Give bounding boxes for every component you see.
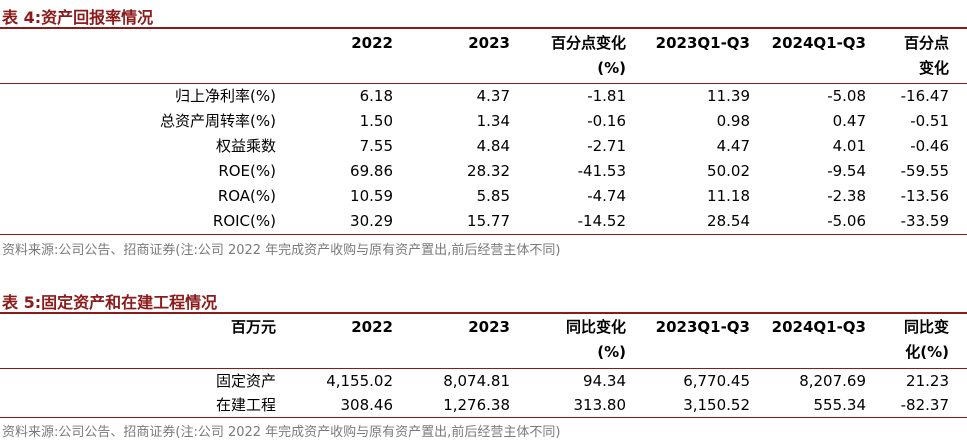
- table-cell: -1.81: [587, 87, 626, 105]
- table-cell: 7.55: [359, 137, 393, 155]
- header-rule: [0, 83, 967, 84]
- row-label: ROIC(%): [212, 212, 276, 230]
- table-cell: 313.80: [573, 396, 627, 414]
- table-cell: 1.34: [476, 112, 510, 130]
- table-cell: -4.74: [587, 187, 626, 205]
- column-header: 同比变: [903, 318, 949, 336]
- table-cell: 30.29: [350, 212, 393, 230]
- table-cell: -14.52: [577, 212, 626, 230]
- table-cell: -9.54: [827, 162, 866, 180]
- column-header: 2023Q1-Q3: [655, 34, 750, 52]
- table-cell: 94.34: [583, 372, 626, 390]
- table-cell: 3,150.52: [683, 396, 750, 414]
- table-cell: 1,276.38: [443, 396, 510, 414]
- table-cell: 4.37: [476, 87, 510, 105]
- column-header: 2022: [351, 34, 393, 52]
- row-label: 固定资产: [215, 372, 276, 390]
- table-cell: -0.46: [910, 137, 949, 155]
- table-cell: 28.32: [467, 162, 510, 180]
- column-header: 2023: [468, 318, 510, 336]
- column-header: 2024Q1-Q3: [771, 34, 866, 52]
- column-header: (%): [597, 59, 626, 77]
- column-header: 变化: [918, 59, 949, 77]
- table-cell: 4.47: [716, 137, 750, 155]
- source-note: 资料来源:公司公告、招商证券(注:公司 2022 年完成资产收购与原有资产置出,…: [2, 425, 561, 440]
- table-cell: -16.47: [900, 87, 949, 105]
- table-cell: 8,074.81: [443, 372, 510, 390]
- table-cell: -59.55: [900, 162, 949, 180]
- table-cell: 0.98: [716, 112, 750, 130]
- table-cell: -2.38: [827, 187, 866, 205]
- table-cell: 8,207.69: [799, 372, 866, 390]
- table-title: 表 5:固定资产和在建工程情况: [2, 293, 218, 312]
- table-cell: -0.51: [910, 112, 949, 130]
- table-title: 表 4:资产回报率情况: [2, 8, 154, 27]
- table-cell: 10.59: [350, 187, 393, 205]
- row-label: 在建工程: [215, 396, 276, 414]
- bottom-rule: [0, 234, 967, 235]
- table-cell: 4,155.02: [326, 372, 393, 390]
- table-cell: 308.46: [340, 396, 394, 414]
- table-cell: -33.59: [900, 212, 949, 230]
- table-cell: -5.08: [827, 87, 866, 105]
- table-cell: -41.53: [577, 162, 626, 180]
- table-cell: 5.85: [476, 187, 510, 205]
- table-cell: 11.18: [707, 187, 750, 205]
- row-label: 归上净利率(%): [175, 87, 276, 105]
- column-header: (%): [597, 343, 626, 361]
- table-cell: 11.39: [707, 87, 750, 105]
- column-header: 2022: [351, 318, 393, 336]
- table-cell: -13.56: [900, 187, 949, 205]
- column-header: 百分点变化: [550, 34, 626, 52]
- table-cell: 15.77: [467, 212, 510, 230]
- row-label: ROE(%): [218, 162, 276, 180]
- table-cell: -2.71: [587, 137, 626, 155]
- bottom-rule: [0, 417, 967, 418]
- table-cell: 0.47: [832, 112, 866, 130]
- column-header: 同比变化: [565, 318, 626, 336]
- table-cell: 4.01: [832, 137, 866, 155]
- column-header: 2023: [468, 34, 510, 52]
- row-label: 总资产周转率(%): [160, 112, 276, 130]
- column-header: 化(%): [905, 343, 949, 361]
- table-cell: 6,770.45: [683, 372, 750, 390]
- table-cell: -0.16: [587, 112, 626, 130]
- row-label: ROA(%): [217, 187, 276, 205]
- table-cell: 28.54: [707, 212, 750, 230]
- column-header: 百万元: [230, 318, 276, 336]
- table-cell: -5.06: [827, 212, 866, 230]
- header-rule: [0, 368, 967, 369]
- source-note: 资料来源:公司公告、招商证券(注:公司 2022 年完成资产收购与原有资产置出,…: [2, 243, 561, 258]
- column-header: 百分点: [903, 34, 949, 52]
- table-cell: 6.18: [359, 87, 393, 105]
- table-cell: 50.02: [707, 162, 750, 180]
- table-cell: 1.50: [359, 112, 393, 130]
- top-rule: [0, 312, 967, 314]
- table-cell: 555.34: [813, 396, 867, 414]
- table-cell: -82.37: [900, 396, 949, 414]
- row-label: 权益乘数: [215, 137, 276, 155]
- top-rule: [0, 27, 967, 29]
- table-cell: 69.86: [350, 162, 393, 180]
- table-cell: 4.84: [476, 137, 510, 155]
- table-cell: 21.23: [906, 372, 949, 390]
- column-header: 2024Q1-Q3: [771, 318, 866, 336]
- column-header: 2023Q1-Q3: [655, 318, 750, 336]
